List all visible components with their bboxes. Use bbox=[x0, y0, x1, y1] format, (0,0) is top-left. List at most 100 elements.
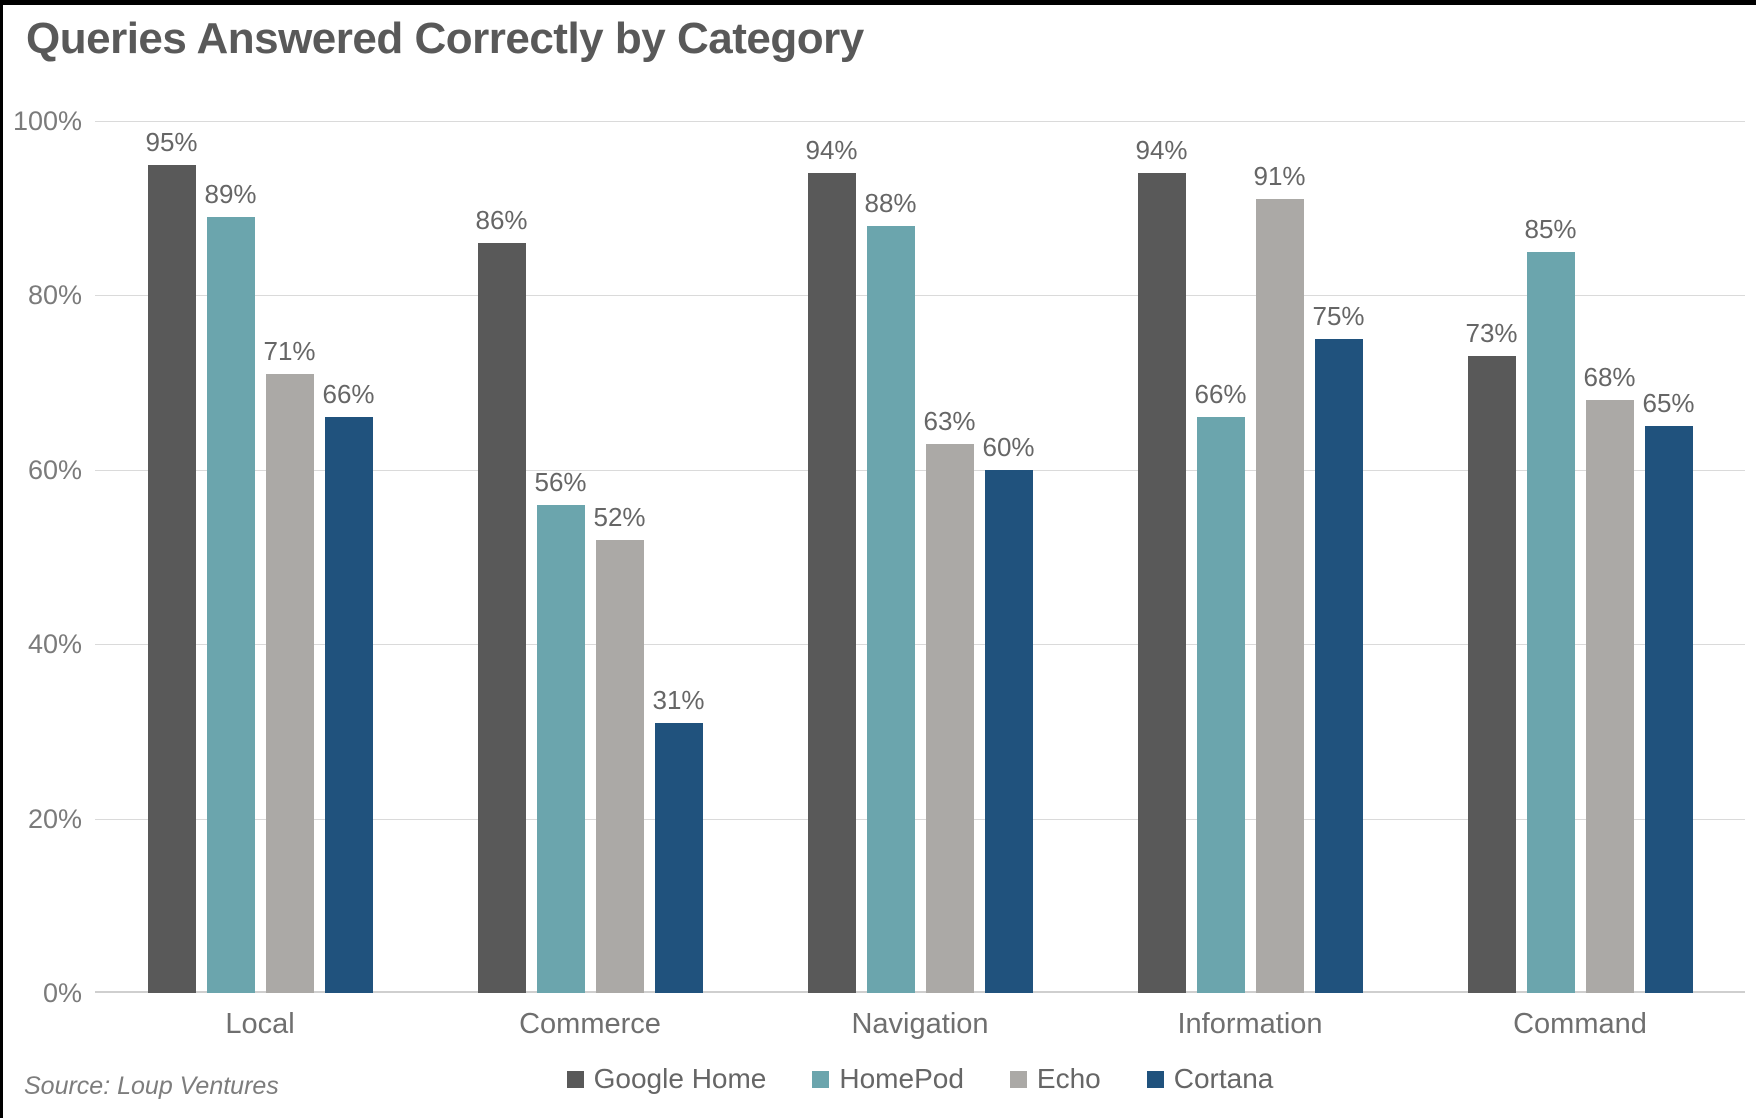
bar-column-google-home-navigation: 94% bbox=[805, 135, 858, 993]
bar-value-label: 73% bbox=[1465, 318, 1518, 349]
gridline-100 bbox=[95, 121, 1745, 122]
bar-homepod-information bbox=[1196, 417, 1245, 993]
gridline-40 bbox=[95, 644, 1745, 646]
bar-column-echo-information: 91% bbox=[1253, 161, 1306, 993]
bar-homepod-commerce bbox=[536, 504, 585, 993]
bar-value-label: 75% bbox=[1312, 301, 1365, 331]
window-border-top bbox=[0, 0, 1756, 5]
bar-column-echo-navigation: 63% bbox=[923, 405, 976, 993]
legend-label: Cortana bbox=[1173, 1063, 1274, 1094]
legend-item-homepod: HomePod bbox=[812, 1063, 964, 1095]
bar-google-home-navigation bbox=[807, 173, 856, 993]
bar-group-command: 73% 85% 68% 65% bbox=[1415, 121, 1745, 993]
bar-value-label: 95% bbox=[145, 126, 198, 157]
bar-column-cortana-commerce: 31% bbox=[652, 684, 705, 993]
bar-column-google-home-local: 95% bbox=[145, 126, 198, 993]
y-axis-tick-label: 0% bbox=[42, 978, 82, 1008]
legend-item-google-home: Google Home bbox=[566, 1063, 767, 1095]
gridline-60 bbox=[95, 469, 1745, 471]
bar-column-echo-local: 71% bbox=[263, 335, 316, 993]
bar-column-homepod-navigation: 88% bbox=[864, 187, 917, 993]
x-axis-category-label-command: Command bbox=[1513, 1008, 1647, 1040]
source-note: Source: Loup Ventures bbox=[24, 1072, 279, 1100]
bar-column-echo-commerce: 52% bbox=[593, 501, 646, 993]
bar-value-label: 60% bbox=[982, 431, 1035, 462]
bar-echo-command bbox=[1585, 400, 1634, 993]
bar-echo-information bbox=[1255, 199, 1304, 993]
legend-item-echo: Echo bbox=[1009, 1063, 1101, 1095]
bar-column-google-home-commerce: 86% bbox=[475, 205, 528, 993]
bar-google-home-local bbox=[147, 164, 196, 993]
bar-value-label: 85% bbox=[1524, 213, 1577, 244]
bar-cortana-commerce bbox=[654, 722, 703, 993]
bar-value-label: 71% bbox=[263, 335, 316, 366]
bar-group-local: 95% 89% 71% 66% bbox=[95, 121, 425, 993]
bar-value-label: 68% bbox=[1583, 362, 1636, 393]
y-axis-tick-label: 80% bbox=[27, 280, 82, 311]
bar-column-echo-command: 68% bbox=[1583, 362, 1636, 993]
legend-label: HomePod bbox=[839, 1063, 964, 1094]
legend-label: Echo bbox=[1036, 1063, 1101, 1094]
y-axis-tick-label: 40% bbox=[27, 629, 82, 660]
y-axis-tick-label: 100% bbox=[12, 106, 82, 136]
bar-group-information: 94% 66% 91% 75% bbox=[1085, 121, 1415, 993]
window-border-left bbox=[0, 0, 3, 1118]
bar-column-cortana-navigation: 60% bbox=[982, 431, 1035, 993]
x-axis-category-label-information: Information bbox=[1177, 1008, 1323, 1040]
bar-google-home-commerce bbox=[477, 243, 526, 993]
plot-area: 95% 89% 71% 66% 86% 56% 52% 31% 94% 88% 63% 60% 94% 6… bbox=[95, 121, 1745, 993]
bar-value-label: 66% bbox=[322, 379, 375, 410]
bar-value-label: 31% bbox=[652, 684, 705, 715]
bar-homepod-local bbox=[206, 216, 255, 993]
bar-value-label: 63% bbox=[923, 405, 976, 436]
legend-swatch-homepod bbox=[812, 1070, 830, 1088]
legend-swatch-cortana bbox=[1146, 1070, 1164, 1088]
bar-column-cortana-information: 75% bbox=[1312, 301, 1365, 993]
y-axis-tick-label: 60% bbox=[27, 454, 82, 485]
bar-homepod-command bbox=[1526, 251, 1575, 993]
bar-value-label: 89% bbox=[204, 178, 257, 209]
y-axis-tick-label: 20% bbox=[27, 803, 82, 834]
bar-value-label: 52% bbox=[593, 501, 646, 532]
bar-group-commerce: 86% 56% 52% 31% bbox=[425, 121, 755, 993]
bar-group-navigation: 94% 88% 63% 60% bbox=[755, 121, 1085, 993]
bar-column-homepod-local: 89% bbox=[204, 178, 257, 993]
bar-value-label: 94% bbox=[805, 135, 858, 166]
x-axis-category-label-local: Local bbox=[225, 1008, 295, 1040]
bar-value-label: 88% bbox=[864, 187, 917, 218]
bar-echo-local bbox=[265, 373, 314, 993]
bar-column-homepod-command: 85% bbox=[1524, 213, 1577, 993]
bar-value-label: 91% bbox=[1253, 161, 1306, 192]
legend-item-cortana: Cortana bbox=[1146, 1063, 1274, 1095]
bar-cortana-information bbox=[1314, 339, 1363, 993]
legend-swatch-google-home bbox=[566, 1070, 584, 1088]
bar-value-label: 66% bbox=[1194, 379, 1247, 410]
legend-label: Google Home bbox=[593, 1063, 767, 1094]
gridline-80 bbox=[95, 295, 1745, 297]
bar-column-cortana-local: 66% bbox=[322, 379, 375, 993]
bar-column-google-home-command: 73% bbox=[1465, 318, 1518, 993]
gridline-0 bbox=[95, 991, 1745, 993]
bar-google-home-information bbox=[1137, 173, 1186, 993]
bar-google-home-command bbox=[1467, 356, 1516, 993]
bar-homepod-navigation bbox=[866, 225, 915, 993]
bar-column-homepod-commerce: 56% bbox=[534, 466, 587, 993]
bar-value-label: 94% bbox=[1135, 135, 1188, 166]
bar-value-label: 65% bbox=[1642, 388, 1695, 419]
bar-column-homepod-information: 66% bbox=[1194, 379, 1247, 993]
bar-echo-navigation bbox=[925, 443, 974, 993]
bar-cortana-navigation bbox=[984, 469, 1033, 993]
bar-column-google-home-information: 94% bbox=[1135, 135, 1188, 993]
bar-value-label: 86% bbox=[475, 205, 528, 236]
chart-title: Queries Answered Correctly by Category bbox=[26, 14, 864, 63]
bar-echo-commerce bbox=[595, 539, 644, 993]
legend-swatch-echo bbox=[1009, 1070, 1027, 1088]
bar-cortana-command bbox=[1644, 426, 1693, 993]
bar-column-cortana-command: 65% bbox=[1642, 388, 1695, 993]
legend: Google Home HomePod Echo Cortana bbox=[95, 1063, 1745, 1095]
bar-value-label: 56% bbox=[534, 466, 587, 497]
x-axis-category-label-commerce: Commerce bbox=[519, 1008, 661, 1040]
x-axis-category-label-navigation: Navigation bbox=[851, 1008, 989, 1040]
gridline-20 bbox=[95, 818, 1745, 820]
